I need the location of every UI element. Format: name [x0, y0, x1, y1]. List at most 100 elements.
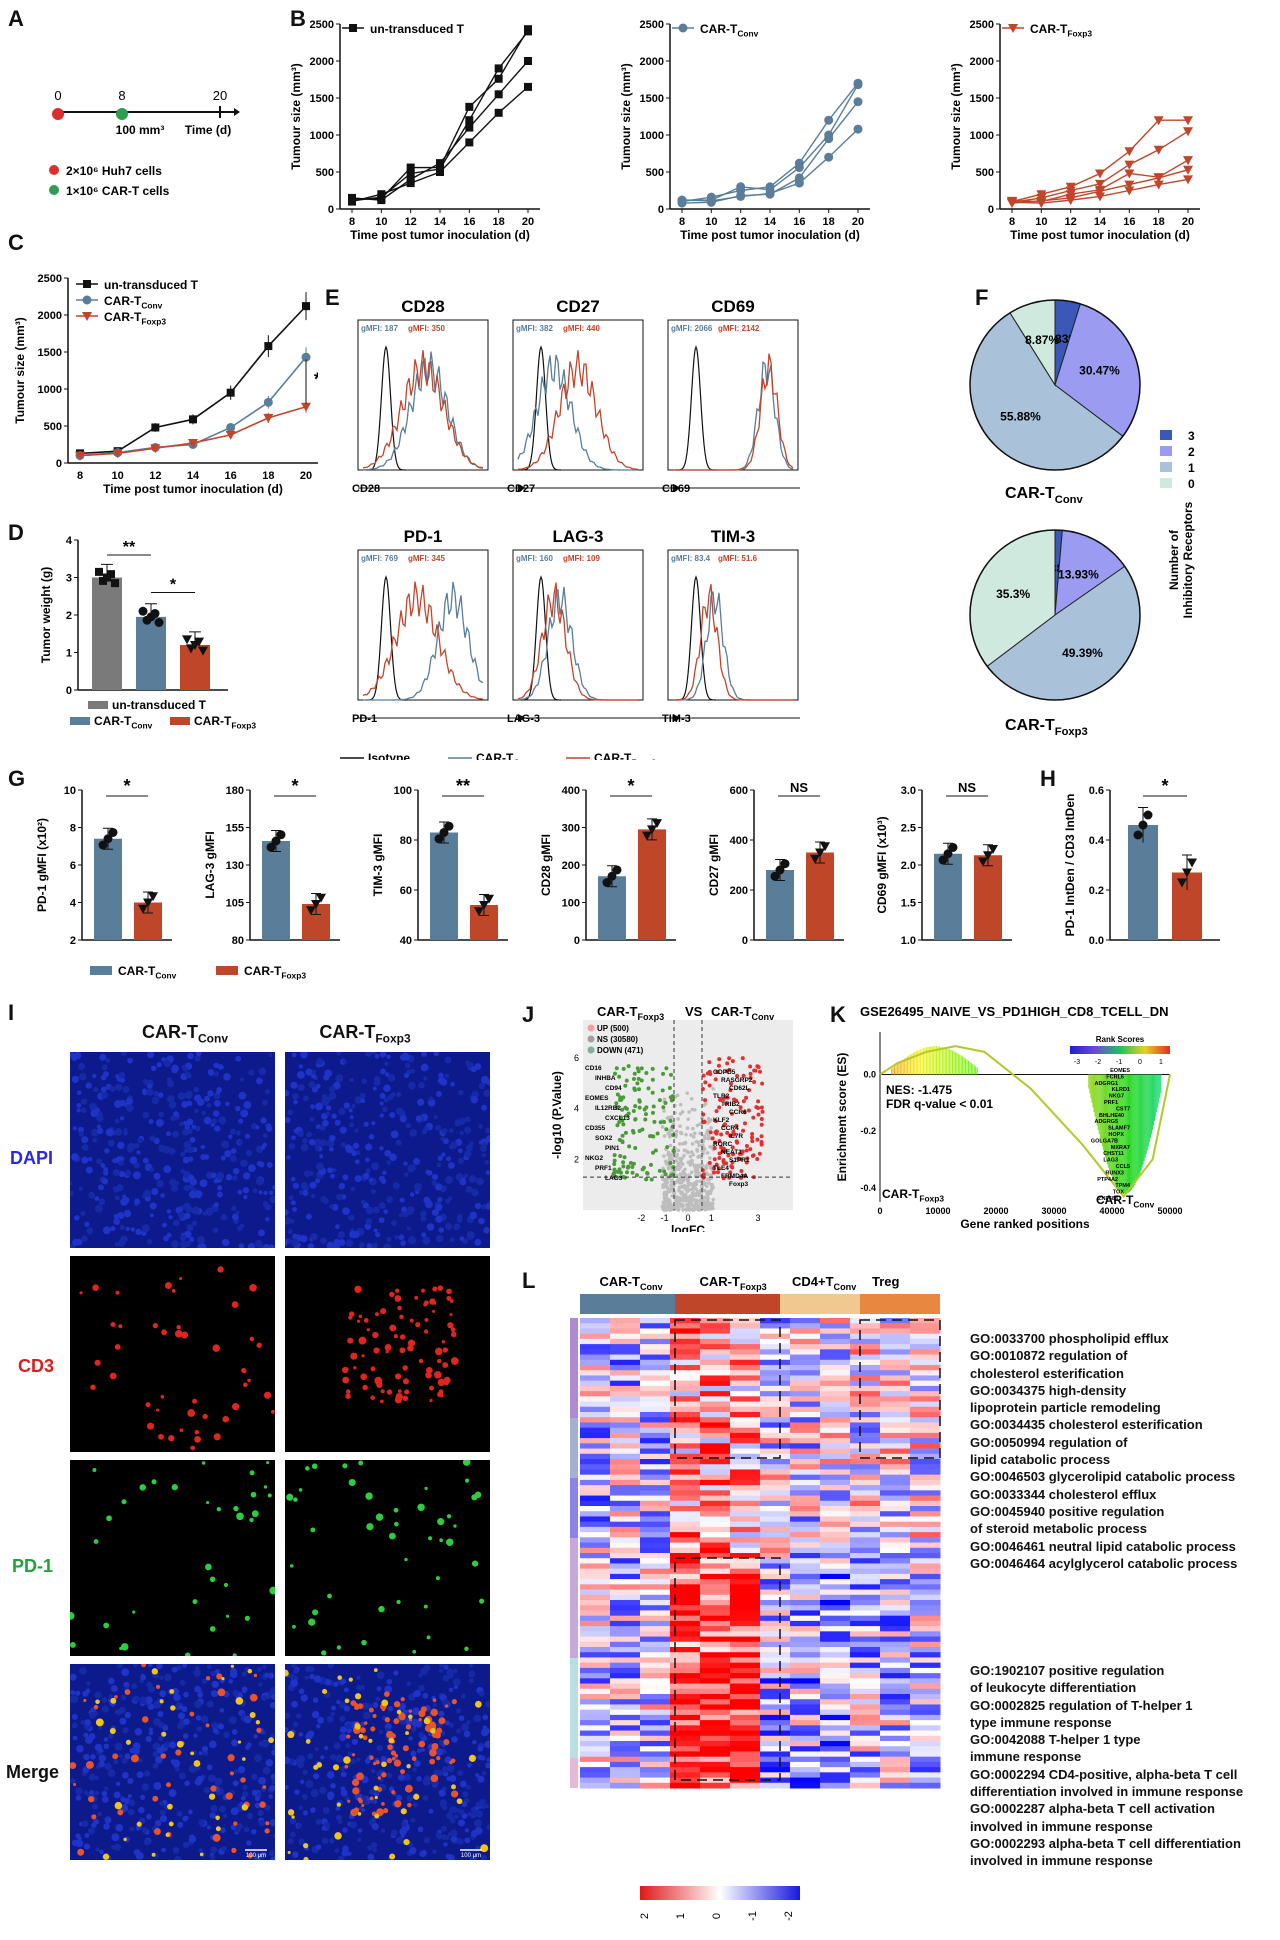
heatmap-cell: [850, 1359, 881, 1366]
heatmap-cell: [910, 1688, 941, 1695]
data-point: [182, 635, 192, 645]
heatmap-cell: [760, 1422, 791, 1429]
data-point: [444, 821, 454, 831]
heatmap-cell: [880, 1735, 911, 1742]
heatmap-cell: [610, 1532, 641, 1538]
heatmap-cell: [700, 1688, 731, 1695]
heatmap-cell: [670, 1511, 701, 1517]
data-point: [112, 449, 123, 459]
heatmap-cell: [730, 1641, 761, 1648]
heatmap-cell: [580, 1662, 611, 1669]
heatmap-cell: [670, 1459, 701, 1465]
heatmap-cell: [640, 1641, 671, 1648]
y-tick: 2: [574, 1154, 579, 1164]
go-term: GO:0010872 regulation of: [970, 1348, 1128, 1364]
heatmap-cell: [820, 1662, 851, 1669]
heatmap-cell: [790, 1438, 821, 1444]
data-point: [815, 848, 825, 858]
heatmap-cell: [880, 1667, 911, 1674]
legend-swatch: [1160, 462, 1172, 472]
heatmap-cell: [640, 1365, 671, 1371]
heatmap-cell: [700, 1563, 731, 1570]
cluster-bar: [570, 1418, 578, 1478]
heatmap-cell: [610, 1464, 641, 1470]
data-point: [820, 842, 830, 852]
x-tick: 10: [112, 470, 124, 482]
heatmap-cell: [700, 1354, 731, 1361]
heatmap-cell: [730, 1594, 761, 1601]
heatmap-cell: [730, 1338, 761, 1345]
panel-a-timeline: 0 8 20 100 mm³ Time (d) 2×10⁶ Huh7 cells…: [49, 88, 240, 198]
data-point: [263, 397, 273, 407]
heatmap-cell: [670, 1474, 701, 1481]
heatmap-cell: [790, 1741, 821, 1747]
heatmap-cell: [700, 1359, 731, 1366]
heatmap-cell: [850, 1688, 881, 1695]
data-point: [436, 159, 444, 168]
heatmap-cell: [760, 1730, 791, 1737]
heatmap-cell: [850, 1568, 881, 1575]
heatmap-cell: [700, 1464, 731, 1470]
histogram-curve: [362, 351, 484, 471]
data-point: [1095, 192, 1105, 202]
heatmap-cell: [670, 1730, 701, 1737]
heatmap-cell: [820, 1511, 851, 1517]
heatmap-cell: [730, 1443, 761, 1450]
heatmap-cell: [640, 1391, 671, 1397]
heatmap-cell: [850, 1323, 881, 1329]
heatmap-cell: [610, 1459, 641, 1465]
volcano-title-right: CAR-TConv: [711, 1004, 775, 1022]
y-tick: 4: [574, 1104, 579, 1114]
heatmap-cell: [850, 1673, 881, 1679]
heatmap-cell: [730, 1318, 761, 1324]
heatmap-cell: [820, 1558, 851, 1564]
heatmap-cell: [910, 1412, 941, 1418]
y-tick: 0.6: [1089, 785, 1104, 797]
data-point: [301, 352, 311, 362]
heatmap-cell: [610, 1344, 641, 1350]
heatmap-cell: [730, 1344, 761, 1350]
row-label-dapi: DAPI: [10, 1148, 54, 1168]
panel-label-g: G: [8, 766, 26, 791]
heatmap-cell: [910, 1490, 941, 1497]
heatmap-cell: [760, 1438, 791, 1444]
heatmap-cell: [640, 1730, 671, 1737]
heatmap-cell: [850, 1485, 881, 1491]
data-point: [95, 567, 103, 576]
x-tick: 40000: [1099, 1206, 1124, 1216]
heatmap-cell: [700, 1438, 731, 1444]
heatmap-cell: [580, 1756, 611, 1763]
heatmap-cell: [610, 1683, 641, 1690]
heatmap-cell: [670, 1370, 701, 1376]
heatmap-cell: [790, 1385, 821, 1392]
heatmap-cell: [850, 1443, 881, 1450]
heatmap-cell: [700, 1443, 731, 1450]
heatmap-cell: [640, 1464, 671, 1470]
data-point: [377, 196, 386, 205]
heatmap-cell: [670, 1453, 701, 1460]
heatmap-cell: [670, 1521, 701, 1528]
legend-label: CAR-TFoxp3: [194, 714, 256, 731]
heatmap-cell: [670, 1709, 701, 1716]
heatmap-cell: [910, 1511, 941, 1517]
heatmap-cell: [880, 1448, 911, 1455]
heatmap-cell: [790, 1464, 821, 1470]
data-point: [484, 894, 494, 904]
heatmap-cell: [820, 1380, 851, 1387]
row-label-pd1: PD-1: [12, 1556, 54, 1576]
heatmap-cell: [700, 1526, 731, 1533]
heatmap-cell: [730, 1396, 761, 1403]
heatmap-cell: [910, 1730, 941, 1737]
heatmap-cell: [700, 1323, 731, 1329]
heatmap-cell: [760, 1453, 791, 1460]
heatmap-cell: [580, 1746, 611, 1752]
heatmap-cell: [640, 1652, 671, 1658]
heatmap-cell: [760, 1647, 791, 1653]
data-point: [98, 840, 108, 850]
heatmap-cell: [790, 1500, 821, 1507]
heatmap-cell: [700, 1782, 731, 1789]
heatmap-cell: [790, 1579, 821, 1585]
heatmap-cell: [580, 1427, 611, 1434]
heatmap-cell: [910, 1547, 941, 1554]
